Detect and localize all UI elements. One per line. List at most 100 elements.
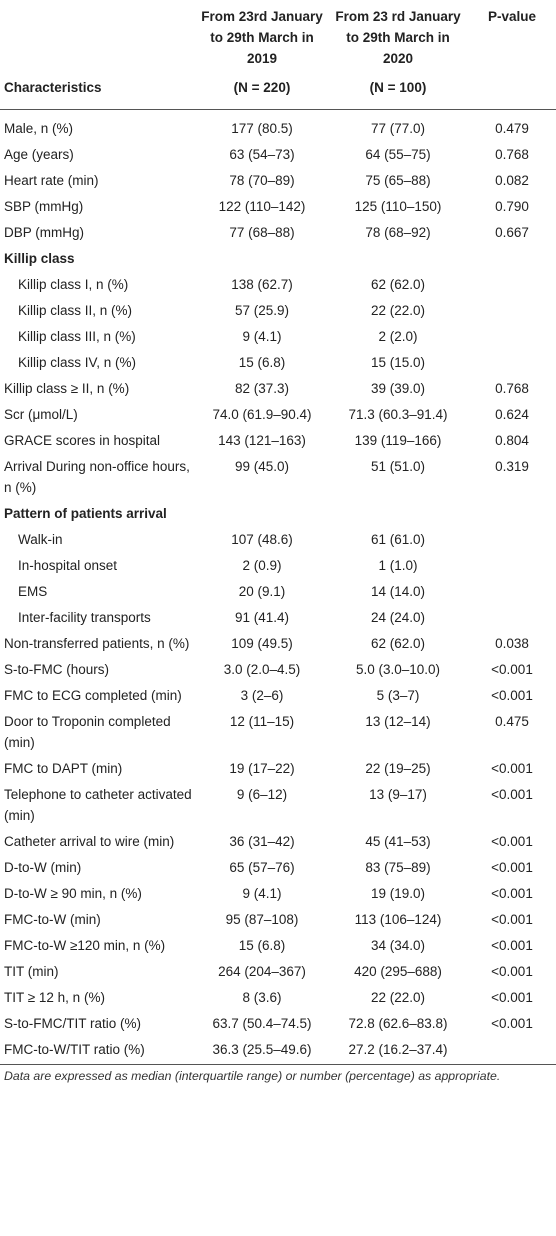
cell: 109 (49.5) (231, 636, 293, 651)
cell: 122 (110–142) (218, 199, 306, 214)
row-label: Age (years) (4, 147, 74, 162)
cell: 78 (70–89) (229, 173, 295, 188)
cell: 12 (11–15) (229, 714, 295, 729)
table-row: S-to-FMC (hours) 3.0 (2.0–4.5) 5.0 (3.0–10… (0, 656, 556, 682)
header-blank (468, 69, 556, 110)
p-value: <0.001 (491, 1016, 533, 1031)
cell: 74.0 (61.9–90.4) (212, 407, 312, 422)
table-row: Killip class I, n (%) 138 (62.7) 62 (62.0) (0, 271, 556, 297)
column-title: P-value (487, 9, 537, 24)
cell: 27.2 (16.2–37.4) (328, 1036, 468, 1065)
cell: 9 (6–12) (236, 787, 288, 802)
table-row: Killip class (0, 245, 556, 271)
p-value: <0.001 (491, 662, 533, 677)
cell: 77 (68–88) (229, 225, 295, 240)
table-row: Heart rate (min) 78 (70–89) 75 (65–88) 0.08… (0, 167, 556, 193)
row-label: Walk-in (18, 532, 63, 547)
table-body: Male, n (%) 177 (80.5) 77 (77.0) 0.479 Age (… (0, 110, 556, 1065)
cell: 71.3 (60.3–91.4) (348, 407, 448, 422)
row-label: FMC-to-W/TIT ratio (%) (0, 1036, 196, 1065)
cell: 45 (41–53) (365, 834, 431, 849)
row-label: Telephone to catheter activated (min) (4, 787, 192, 823)
p-value: 0.768 (495, 147, 529, 162)
cell: 143 (121–163) (218, 433, 306, 448)
table-row: GRACE scores in hospital 143 (121–163) 139… (0, 427, 556, 453)
row-label: Killip class II, n (%) (18, 303, 133, 318)
cell: 20 (9.1) (238, 584, 286, 599)
p-value: <0.001 (491, 860, 533, 875)
table-row: D-to-W ≥ 90 min, n (%) 9 (4.1) 19 (19.0) <0… (0, 880, 556, 906)
row-label: Arrival During non-office hours, n (%) (4, 459, 190, 495)
cell: 177 (80.5) (231, 121, 293, 136)
row-label: TIT (min) (4, 964, 59, 979)
row-label: FMC to DAPT (min) (4, 761, 123, 776)
row-label: Door to Troponin completed (min) (4, 714, 171, 750)
cell: 13 (12–14) (365, 714, 431, 729)
table-row: Killip class ≥ II, n (%) 82 (37.3) 39 (39.… (0, 375, 556, 401)
cell: 61 (61.0) (370, 532, 426, 547)
cell: 91 (41.4) (234, 610, 290, 625)
cell: 39 (39.0) (370, 381, 426, 396)
table-row: Non-transferred patients, n (%) 109 (49.5… (0, 630, 556, 656)
cell: 15 (6.8) (238, 355, 286, 370)
section-label: Killip class (4, 251, 75, 266)
table-row: FMC to ECG completed (min) 3 (2–6) 5 (3–7)… (0, 682, 556, 708)
cell: 63 (54–73) (229, 147, 295, 162)
cell: 15 (6.8) (238, 938, 286, 953)
p-value: 0.082 (495, 173, 529, 188)
cell: 2 (2.0) (378, 329, 418, 344)
cell: 5.0 (3.0–10.0) (355, 662, 441, 677)
row-label: Male, n (%) (4, 121, 74, 136)
cell: 77 (77.0) (370, 121, 426, 136)
p-value: <0.001 (491, 990, 533, 1005)
cell: 9 (4.1) (242, 886, 282, 901)
row-label: FMC-to-W ≥120 min, n (%) (4, 938, 166, 953)
cell: 13 (9–17) (369, 787, 427, 802)
row-label: D-to-W ≥ 90 min, n (%) (4, 886, 142, 901)
table-row: SBP (mmHg) 122 (110–142) 125 (110–150) 0.79… (0, 193, 556, 219)
cell: 95 (87–108) (225, 912, 299, 927)
table-row: S-to-FMC/TIT ratio (%) 63.7 (50.4–74.5) 72… (0, 1010, 556, 1036)
cell: 2 (0.9) (242, 558, 282, 573)
row-label: S-to-FMC/TIT ratio (%) (4, 1016, 142, 1031)
p-value: <0.001 (491, 912, 533, 927)
table-row: Catheter arrival to wire (min) 36 (31–42)… (0, 828, 556, 854)
p-value: 0.624 (495, 407, 529, 422)
cell: 3 (2–6) (240, 688, 284, 703)
cell: 264 (204–367) (218, 964, 306, 979)
row-label: S-to-FMC (hours) (4, 662, 110, 677)
row-label: Catheter arrival to wire (min) (4, 834, 175, 849)
empty-cell (468, 526, 556, 552)
cell: 78 (68–92) (365, 225, 431, 240)
table-row: Pattern of patients arrival (0, 500, 556, 526)
table-row: Male, n (%) 177 (80.5) 77 (77.0) 0.479 (0, 110, 556, 142)
table-row: DBP (mmHg) 77 (68–88) 78 (68–92) 0.667 (0, 219, 556, 245)
p-value: <0.001 (491, 834, 533, 849)
cell: 62 (62.0) (370, 636, 426, 651)
cell: 63.7 (50.4–74.5) (212, 1016, 312, 1031)
table-row: Killip class III, n (%) 9 (4.1) 2 (2.0) (0, 323, 556, 349)
cell: 22 (22.0) (370, 303, 426, 318)
cell: 62 (62.0) (370, 277, 426, 292)
empty-cell (468, 578, 556, 604)
data-table: From 23rd January to 29th March in 2019 … (0, 9, 556, 1065)
cell: 139 (119–166) (354, 433, 442, 448)
cell: 113 (106–124) (354, 912, 442, 927)
row-label: GRACE scores in hospital (4, 433, 161, 448)
empty-cell (468, 604, 556, 630)
p-value: <0.001 (491, 688, 533, 703)
row-label: EMS (18, 584, 48, 599)
cell: 24 (24.0) (370, 610, 426, 625)
cell: 107 (48.6) (231, 532, 293, 547)
cell: 51 (51.0) (370, 459, 426, 474)
empty-cell (468, 349, 556, 375)
table-row: EMS 20 (9.1) 14 (14.0) (0, 578, 556, 604)
empty-cell (468, 1036, 556, 1065)
p-value: 0.667 (495, 225, 529, 240)
cell: 22 (22.0) (370, 990, 426, 1005)
row-label: FMC to ECG completed (min) (4, 688, 182, 703)
table-row: Walk-in 107 (48.6) 61 (61.0) (0, 526, 556, 552)
n-header: (N = 100) (328, 69, 468, 110)
table-row: Arrival During non-office hours, n (%) 99… (0, 453, 556, 500)
